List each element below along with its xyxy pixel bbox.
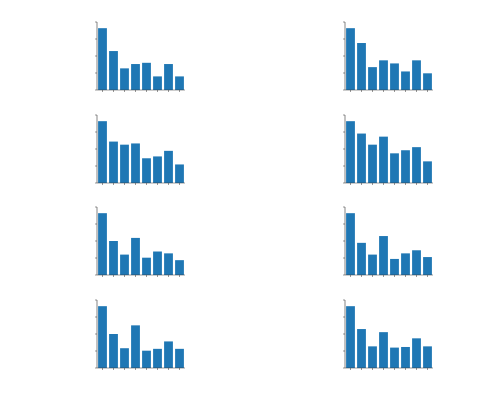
bar-6 [401, 71, 410, 90]
chart-panel-7 [95, 299, 185, 370]
bar-2 [357, 242, 366, 275]
bar-6 [153, 76, 162, 90]
bar-7 [412, 60, 421, 90]
bar-7 [412, 147, 421, 183]
bar-2 [357, 133, 366, 183]
chart-panel-4 [343, 114, 433, 185]
bar-4 [131, 143, 140, 183]
bar-7 [164, 150, 173, 183]
chart-panel-2 [343, 21, 433, 92]
bar-5 [390, 153, 399, 183]
bar-2 [109, 141, 118, 183]
bar-3 [120, 144, 129, 183]
bar-7 [412, 338, 421, 368]
bar-5 [390, 347, 399, 368]
bar-3 [368, 254, 377, 275]
bar-2 [109, 51, 118, 90]
chart-panel-3 [95, 114, 185, 185]
chart-panel-1 [95, 21, 185, 92]
bar-1 [98, 121, 107, 183]
bar-8 [423, 257, 432, 275]
bar-4 [131, 325, 140, 368]
bar-8 [423, 161, 432, 183]
bar-5 [142, 257, 151, 275]
bar-5 [142, 350, 151, 368]
bar-1 [98, 213, 107, 275]
bar-7 [412, 250, 421, 275]
bar-8 [175, 348, 184, 368]
bar-5 [142, 158, 151, 183]
bar-5 [390, 258, 399, 275]
bar-8 [175, 164, 184, 183]
bar-2 [109, 241, 118, 275]
bar-6 [153, 251, 162, 275]
bar-3 [120, 254, 129, 275]
bar-7 [164, 253, 173, 275]
bar-4 [379, 60, 388, 90]
bar-3 [120, 348, 129, 368]
bar-6 [153, 348, 162, 368]
chart-panel-6 [343, 206, 433, 277]
bar-8 [423, 73, 432, 90]
bar-7 [164, 341, 173, 368]
bar-3 [368, 346, 377, 368]
bar-5 [390, 63, 399, 90]
bar-6 [401, 346, 410, 368]
bar-4 [379, 332, 388, 368]
bar-4 [379, 136, 388, 183]
bar-2 [109, 334, 118, 368]
bar-1 [98, 306, 107, 368]
bar-3 [368, 144, 377, 183]
bar-6 [401, 150, 410, 183]
bar-6 [153, 156, 162, 183]
bar-1 [346, 213, 355, 275]
bar-2 [357, 43, 366, 90]
bar-2 [357, 329, 366, 368]
bar-1 [98, 28, 107, 90]
bar-3 [120, 68, 129, 90]
bar-8 [175, 76, 184, 90]
bar-7 [164, 64, 173, 90]
bar-6 [401, 253, 410, 275]
bar-1 [346, 28, 355, 90]
bar-5 [142, 62, 151, 90]
bar-8 [423, 346, 432, 368]
bar-8 [175, 260, 184, 275]
bar-1 [346, 121, 355, 183]
bar-1 [346, 306, 355, 368]
chart-panel-5 [95, 206, 185, 277]
chart-panel-8 [343, 299, 433, 370]
bar-4 [131, 237, 140, 275]
bar-3 [368, 67, 377, 90]
bar-4 [379, 236, 388, 275]
bar-4 [131, 64, 140, 90]
